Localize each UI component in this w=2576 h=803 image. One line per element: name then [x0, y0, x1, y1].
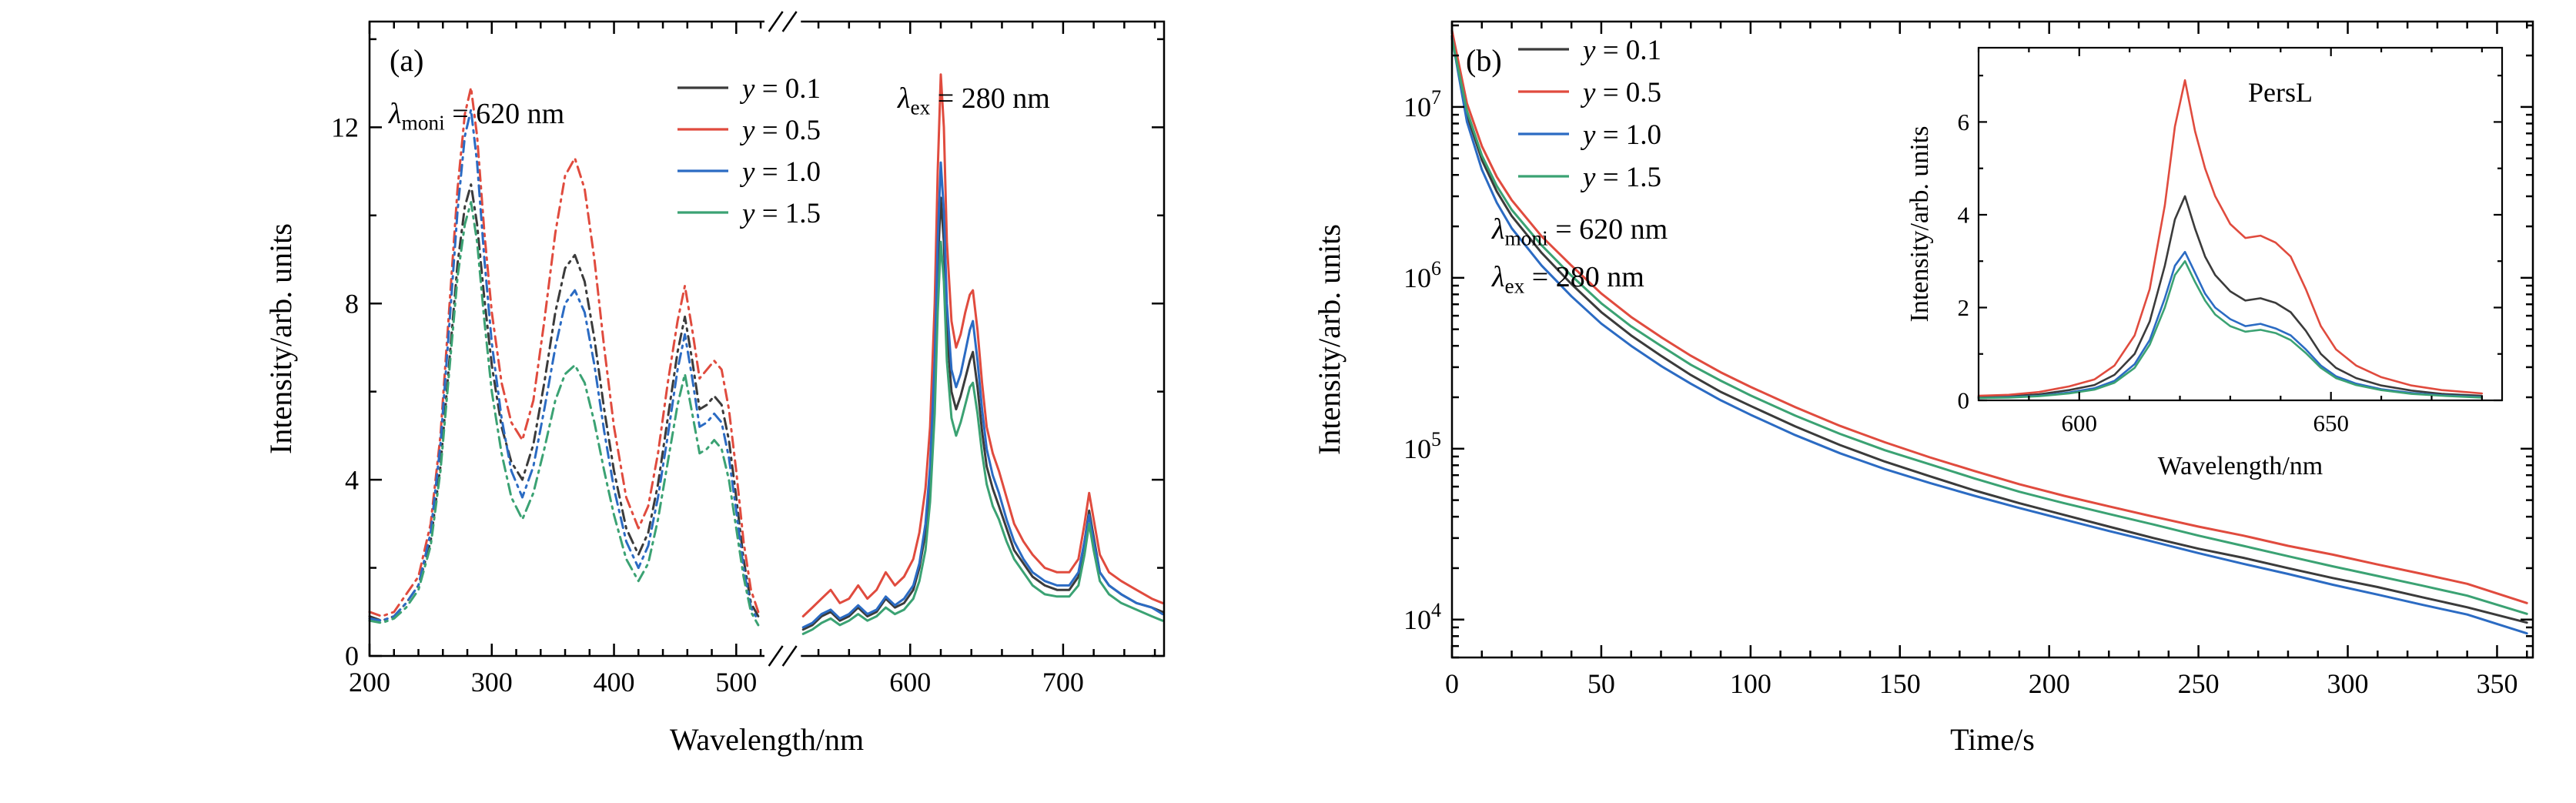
- legend-label: y = 1.0: [739, 156, 821, 188]
- series-emission-spectra-red: [801, 73, 1164, 617]
- series-persl-spectra-red: [1977, 79, 2484, 397]
- chart-b: 0 50 100 150 200 250 300 350 104 105 106 107 Time/s I…: [1312, 20, 2534, 757]
- series-excitation-spectra-red: [368, 86, 760, 617]
- y-tick-label: 105: [1403, 428, 1441, 464]
- legend-label: y = 0.5: [739, 115, 821, 146]
- decay-curves: [1450, 29, 2528, 635]
- y-axis-label: Intensity/arb. units: [1905, 126, 1934, 323]
- legend-item-blue: y = 1.0: [1518, 119, 1661, 151]
- chart-inset: 600 650 0 2 4 6 Wavelength/nm Intensity/arb. un…: [1905, 46, 2504, 480]
- series-decay-curves-red: [1450, 29, 2528, 604]
- x-axis-label: Time/s: [1950, 722, 2035, 757]
- x-tick-label: 500: [715, 667, 757, 698]
- y-tick-label: 106: [1403, 257, 1441, 293]
- legend-label: y = 0.5: [1580, 77, 1661, 109]
- x-tick-label: 300: [471, 667, 513, 698]
- y-tick-label: 104: [1403, 599, 1441, 635]
- axis-break-gap: [764, 652, 801, 660]
- x-tick-label: 200: [2029, 668, 2070, 699]
- x-tick-label: 350: [2476, 668, 2517, 699]
- x-tick-label: 400: [594, 667, 635, 698]
- x-tick-label: 700: [1042, 667, 1084, 698]
- y-axis-label: Intensity/arb. units: [263, 223, 298, 454]
- x-tick-label: 600: [889, 667, 931, 698]
- y-axis-label: Intensity/arb. units: [1312, 224, 1347, 455]
- y-tick-label: 107: [1403, 86, 1441, 122]
- axis-break-mark: [781, 645, 798, 667]
- lambda-ex-label-b: λex = 280 nm: [1491, 261, 1644, 297]
- x-tick-label: 150: [1879, 668, 1921, 699]
- x-tick-label: 200: [349, 667, 390, 698]
- series-decay-curves-blue: [1450, 36, 2528, 635]
- legend-item-black: y = 0.1: [677, 73, 821, 105]
- legend-label: y = 0.1: [739, 73, 821, 105]
- y-tick-label: 0: [345, 641, 359, 671]
- series-emission-spectra-blue: [801, 161, 1164, 629]
- y-tick-label: 8: [345, 288, 359, 319]
- lambda-ex-label-a: λex = 280 nm: [897, 82, 1050, 119]
- persl-label: PersL: [2248, 77, 2313, 108]
- legend-label: y = 1.5: [739, 198, 821, 229]
- lambda-moni-label-b: λmoni = 620 nm: [1491, 213, 1668, 249]
- x-tick-label: 250: [2178, 668, 2220, 699]
- axis-break-gap: [764, 18, 801, 25]
- emission-spectra: [801, 73, 1164, 635]
- legend: y = 0.1 y = 0.5 y = 1.0 y = 1.5: [677, 73, 821, 229]
- inset-background: [1979, 48, 2502, 400]
- legend-label: y = 0.1: [1580, 35, 1661, 66]
- chart-a: 200 300 400 500 600 700 0 4 8 12 Wavelength/nm Inte…: [263, 11, 1166, 757]
- y-tick-label: 2: [1958, 294, 1970, 321]
- legend-item-red: y = 0.5: [677, 115, 821, 146]
- axis-break-mark: [768, 11, 784, 32]
- panel-a-figure: 200 300 400 500 600 700 0 4 8 12 Wavelength/nm Inte…: [263, 11, 1166, 757]
- plot-frame: [1977, 46, 2504, 402]
- series-decay-curves-black: [1450, 35, 2528, 624]
- x-tick-label: 100: [1730, 668, 1771, 699]
- series-persl-spectra-green: [1977, 259, 2484, 400]
- y-tick-label: 6: [1958, 109, 1970, 136]
- x-tick-label: 600: [2062, 410, 2098, 437]
- axis-break-mark: [781, 11, 798, 32]
- x-axis-label: Wavelength/nm: [670, 722, 864, 757]
- legend-label: y = 1.5: [1580, 162, 1661, 193]
- series-excitation-spectra-blue: [368, 108, 760, 622]
- series-excitation-spectra-green: [368, 201, 760, 627]
- persl-spectra: [1977, 79, 2484, 400]
- legend-item-blue: y = 1.0: [677, 156, 821, 188]
- y-tick-label: 0: [1958, 387, 1970, 414]
- series-persl-spectra-black: [1977, 195, 2484, 399]
- lambda-moni-label-a: λmoni = 620 nm: [388, 98, 564, 134]
- legend-item-black: y = 0.1: [1518, 35, 1661, 66]
- x-tick-label: 650: [2313, 410, 2349, 437]
- y-tick-label: 4: [345, 464, 359, 495]
- panel-label-a: (a): [390, 43, 423, 78]
- x-tick-label: 300: [2327, 668, 2369, 699]
- series-decay-curves-green: [1450, 38, 2528, 615]
- series-persl-spectra-blue: [1977, 250, 2484, 400]
- x-tick-label: 0: [1445, 668, 1459, 699]
- panel-b-figure: 0 50 100 150 200 250 300 350 104 105 106 107 Time/s I…: [1312, 20, 2534, 757]
- y-tick-label: 4: [1958, 201, 1970, 228]
- series-emission-spectra-green: [801, 240, 1164, 635]
- legend-item-red: y = 0.5: [1518, 77, 1661, 109]
- legend-item-green: y = 1.5: [1518, 162, 1661, 193]
- legend-item-green: y = 1.5: [677, 198, 821, 229]
- x-axis-label: Wavelength/nm: [2158, 452, 2323, 480]
- panel-label-b: (b): [1466, 43, 1502, 78]
- plot-frame: [1450, 20, 2534, 659]
- excitation-spectra: [368, 86, 760, 627]
- y-tick-label: 12: [331, 112, 359, 143]
- legend: y = 0.1 y = 0.5 y = 1.0 y = 1.5: [1518, 35, 1661, 193]
- x-tick-label: 50: [1587, 668, 1615, 699]
- legend-label: y = 1.0: [1580, 119, 1661, 151]
- axis-break-mark: [768, 645, 784, 667]
